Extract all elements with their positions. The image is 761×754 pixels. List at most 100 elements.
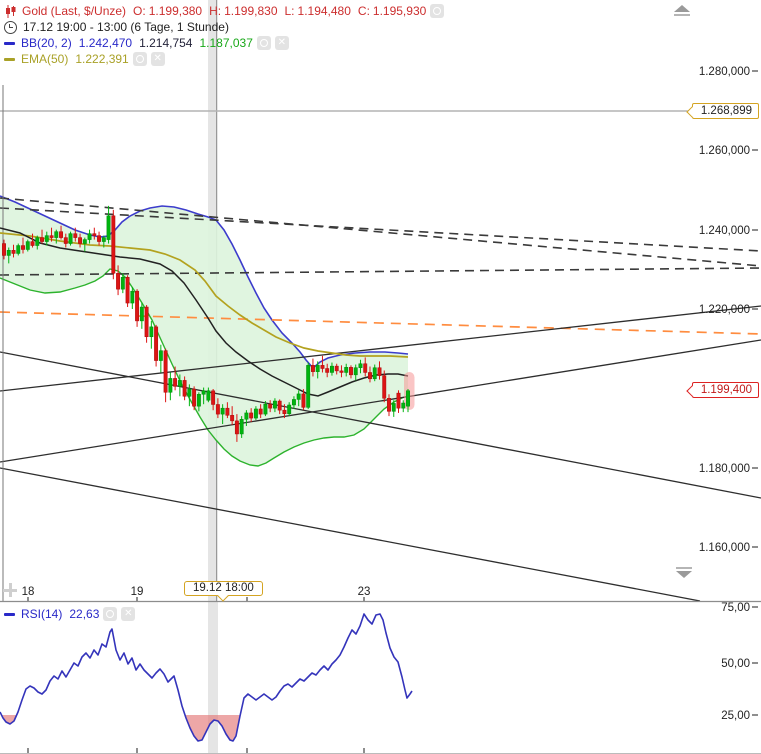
candle-body [163, 350, 168, 393]
bollinger-remove-icon[interactable]: ✕ [274, 36, 289, 50]
candle-body [149, 326, 154, 338]
collapse-panel-down-icon[interactable] [675, 567, 693, 581]
ema-settings-icon[interactable] [132, 52, 147, 66]
candle-body [211, 390, 216, 405]
last-price-flag-value: 1.199,400 [700, 384, 752, 396]
candle-body [40, 237, 44, 242]
candle-body [54, 231, 59, 238]
ema-remove-icon[interactable]: ✕ [150, 52, 165, 66]
ema-value: 1.222,391 [75, 52, 129, 66]
candle-body [244, 412, 249, 420]
ohlc-open-label: O: [133, 4, 146, 18]
candle-body [187, 388, 192, 397]
candle-body [177, 380, 182, 387]
bollinger-lower-line [0, 268, 409, 467]
ema-label: EMA(50) [21, 52, 69, 66]
time-axis-label: 23 [358, 586, 371, 598]
candle-body [144, 306, 149, 338]
candle-body [201, 390, 206, 395]
last-price-flag: 1.199,400 [691, 382, 759, 398]
candle-body [306, 365, 311, 408]
time-axis-label: 19 [131, 586, 144, 598]
candle-body [35, 237, 40, 246]
ema-legend-row: EMA(50) 1.222,391 ✕ [4, 51, 444, 67]
bollinger-upper-value: 1.242,470 [78, 36, 133, 50]
rsi-settings-icon[interactable] [103, 607, 118, 621]
candle-body [344, 367, 349, 373]
price-axis-label: 1.160,000 [699, 542, 750, 554]
crosshair-time-flag-value: 19.12 18:00 [193, 582, 254, 594]
candle-body [30, 241, 35, 246]
price-axis-label: 1.260,000 [699, 145, 750, 157]
candle-body [2, 243, 6, 256]
candle-body [87, 233, 92, 240]
series-settings-icon[interactable] [430, 4, 445, 18]
candle-body [82, 239, 87, 244]
candle-body [349, 367, 353, 376]
candle-body [92, 233, 97, 236]
candle-body [277, 400, 282, 411]
price-level-flag-value: 1.268,899 [700, 105, 752, 117]
candle-body [215, 404, 220, 415]
candle-body [368, 372, 372, 380]
candle-body [97, 235, 102, 242]
main-price-pane [0, 85, 761, 601]
candle-body [382, 375, 387, 399]
series-legend-row: Gold (Last, $/Unze) O: 1.199,380 H: 1.19… [4, 3, 445, 19]
candle-body [192, 388, 197, 407]
pan-tool-icon[interactable] [2, 582, 18, 598]
rsi-level-label: 25,00 [721, 710, 750, 722]
ohlc-low-value: 1.194,480 [297, 4, 351, 18]
candle-body [130, 290, 135, 304]
candle-body [44, 235, 49, 242]
candle-body [63, 237, 68, 244]
candle-body [154, 326, 159, 361]
rsi-remove-icon[interactable]: ✕ [121, 607, 136, 621]
candle-body [116, 273, 121, 290]
ohlc-low-label: L: [284, 4, 295, 18]
candle-body [78, 237, 82, 244]
candle-body [406, 390, 410, 407]
bollinger-middle-value: 1.214,754 [139, 36, 193, 50]
rsi-oversold-fill [0, 715, 412, 741]
candle-body [353, 367, 358, 376]
collapse-panel-up-icon[interactable] [673, 5, 691, 19]
candle-body [125, 277, 130, 304]
candle-body [111, 215, 116, 274]
candle-body [135, 290, 140, 322]
candle-body [168, 378, 173, 393]
candle-body [196, 394, 201, 407]
time-axis-label: 18 [22, 586, 35, 598]
bollinger-settings-icon[interactable] [256, 36, 271, 50]
trend-line [0, 351, 761, 499]
ohlc-close-value: 1.195,930 [372, 4, 427, 18]
candle-body [387, 398, 391, 412]
candle-body [59, 231, 63, 238]
candle-body [173, 378, 178, 387]
candle-body [73, 233, 78, 238]
candle-body [16, 245, 21, 254]
candle-body [396, 392, 401, 409]
ema-line-icon [4, 57, 15, 61]
candle-body [358, 363, 363, 368]
candle-body [68, 233, 73, 244]
price-axis-label: 1.240,000 [699, 225, 750, 237]
candle-body [287, 404, 292, 414]
candle-body [11, 250, 16, 254]
candle-body [301, 393, 306, 408]
candle-body [272, 400, 277, 409]
rsi-legend-row: RSI(14) 22,63 ✕ [4, 606, 136, 622]
candle-body [268, 403, 273, 409]
candle-body [330, 365, 334, 373]
crosshair-time-flag: 19.12 18:00 [184, 581, 263, 596]
candles-group [2, 205, 410, 442]
candle-body [158, 350, 163, 361]
candle-body [310, 365, 315, 372]
candle-body [263, 403, 268, 415]
candle-body [120, 277, 125, 290]
candle-body [6, 250, 11, 256]
clock-icon [4, 20, 17, 34]
rsi-legend: RSI(14) 22,63 ✕ [4, 606, 136, 622]
candle-body [372, 367, 377, 380]
